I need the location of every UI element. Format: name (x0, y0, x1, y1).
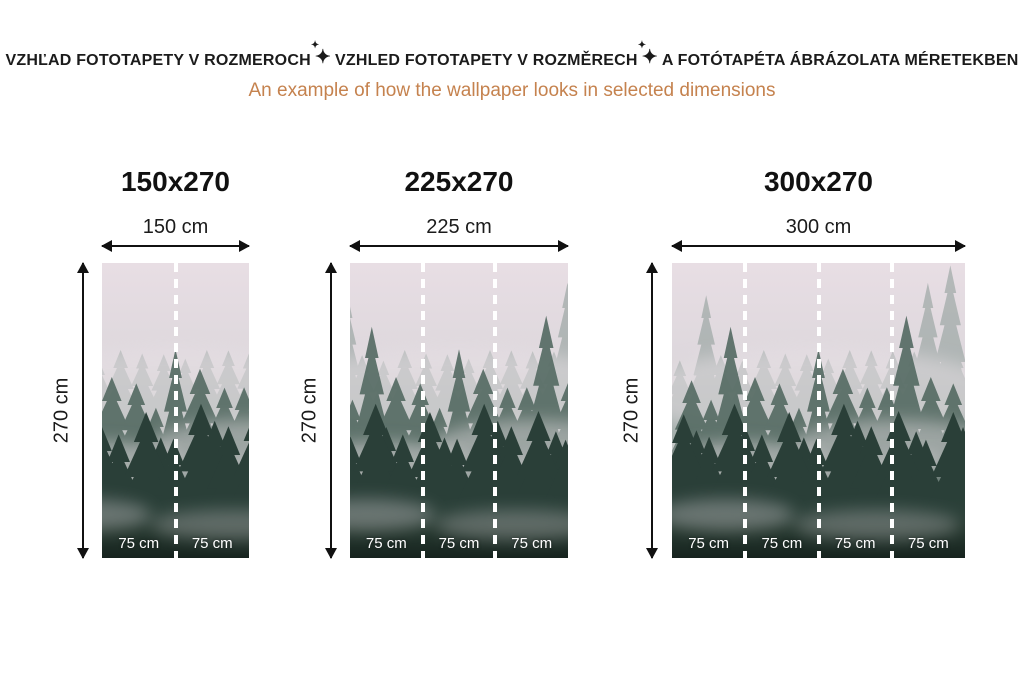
segment-label: 75 cm (834, 535, 876, 552)
panel-width-label: 300 cm (785, 216, 852, 238)
page-subtitle: An example of how the wallpaper looks in… (248, 80, 776, 101)
page-title: VZHĽAD FOTOTAPETY V ROZMEROCH ✦ ✦ VZHLED FO… (0, 41, 1024, 70)
panel-title: 150x270 (120, 166, 230, 197)
panel-width-label: 225 cm (426, 216, 492, 238)
height-label-text: 270 cm (50, 377, 73, 444)
wallpaper-preview: 75 cm 75 cm 75 cm 75 cm (672, 263, 965, 558)
segment-label: 75 cm (688, 535, 730, 552)
sparkle-star: ✦ (641, 47, 658, 68)
width-arrow (349, 240, 569, 252)
width-arrow (101, 240, 250, 252)
height-arrow (646, 262, 658, 559)
wallpaper-preview: 75 cm 75 cm (102, 263, 249, 558)
width-arrow (671, 240, 966, 252)
panel-title: 225x270 (404, 166, 514, 197)
sparkle-icon: ✦ ✦ (638, 41, 658, 68)
segment-label: 75 cm (191, 535, 233, 552)
panel-divider (743, 263, 748, 558)
height-arrow (325, 262, 337, 559)
segment-label: 75 cm (907, 535, 949, 552)
segment-label: 75 cm (365, 535, 407, 552)
panel-divider (173, 263, 178, 558)
panel-width-label: 150 cm (142, 216, 209, 238)
sparkle-icon: ✦ ✦ (311, 41, 331, 68)
panel-divider (420, 263, 425, 558)
sparkle-star-small: ✦ (310, 40, 320, 51)
sparkle-star-small: ✦ (637, 40, 647, 51)
panel-divider (493, 263, 498, 558)
panel-title: 300x270 (763, 166, 873, 197)
panel-divider (889, 263, 894, 558)
title-part-hu: A FOTÓTAPÉTA ÁBRÁZOLATA MÉRETEKBEN (661, 52, 1019, 69)
wallpaper-preview: 75 cm 75 cm 75 cm (350, 263, 568, 558)
segment-labels: 75 cm 75 cm (102, 535, 249, 552)
segment-labels: 75 cm 75 cm 75 cm 75 cm (672, 535, 965, 552)
panel-height-label: 270 cm (614, 263, 650, 558)
height-label-text: 270 cm (620, 377, 643, 444)
sparkle-star: ✦ (314, 47, 331, 68)
title-part-sk: VZHĽAD FOTOTAPETY V ROZMEROCH (5, 52, 311, 69)
height-label-text: 270 cm (298, 377, 321, 444)
title-part-cz: VZHLED FOTOTAPETY V ROZMĚRECH (334, 52, 638, 69)
height-arrow (77, 262, 89, 559)
segment-label: 75 cm (438, 535, 480, 552)
segment-label: 75 cm (118, 535, 160, 552)
panel-height-label: 270 cm (292, 263, 328, 558)
panel-height-label: 270 cm (44, 263, 80, 558)
misty-forest-image (350, 263, 568, 558)
panel-divider (816, 263, 821, 558)
segment-label: 75 cm (511, 535, 553, 552)
segment-labels: 75 cm 75 cm 75 cm (350, 535, 568, 552)
segment-label: 75 cm (761, 535, 803, 552)
